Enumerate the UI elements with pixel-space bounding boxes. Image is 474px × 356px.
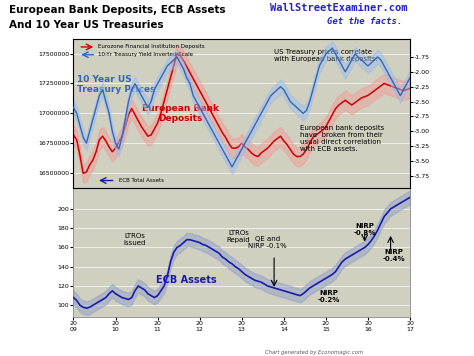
Text: NIRP
-0.2%: NIRP -0.2% xyxy=(318,290,340,303)
Text: ECB Assets: ECB Assets xyxy=(156,276,217,286)
Text: WallStreetExaminer.com: WallStreetExaminer.com xyxy=(270,3,408,13)
Text: Eurozone Financial Institution Deposits: Eurozone Financial Institution Deposits xyxy=(98,44,204,49)
Text: 10-Yr Treasury Yield Inverted Scale: 10-Yr Treasury Yield Inverted Scale xyxy=(98,52,193,57)
Text: NIRP
-0.3%: NIRP -0.3% xyxy=(354,223,376,236)
Text: European Bank Deposits, ECB Assets: European Bank Deposits, ECB Assets xyxy=(9,5,226,15)
Text: Chart generated by Economagic.com: Chart generated by Economagic.com xyxy=(265,350,364,355)
Text: LTROs
Repaid: LTROs Repaid xyxy=(227,230,250,243)
Text: ECB Total Assets: ECB Total Assets xyxy=(119,178,164,183)
Text: European Bank
Deposits: European Bank Deposits xyxy=(142,104,219,123)
Text: LTROs
Issued: LTROs Issued xyxy=(124,232,146,246)
Text: QE and
NIRP -0.1%: QE and NIRP -0.1% xyxy=(248,236,287,249)
Text: NIRP
-0.4%: NIRP -0.4% xyxy=(383,249,405,262)
Text: And 10 Year US Treasuries: And 10 Year US Treasuries xyxy=(9,20,164,30)
Text: Get the facts.: Get the facts. xyxy=(327,17,402,26)
Text: European bank deposits
have  broken from their
usual direct correlation
with ECB: European bank deposits have broken from … xyxy=(300,125,384,152)
Text: US Treasury prices correlate
with European bank deposits.: US Treasury prices correlate with Europe… xyxy=(274,49,378,62)
Text: 10 Year US
Treasury Prices: 10 Year US Treasury Prices xyxy=(77,75,155,94)
